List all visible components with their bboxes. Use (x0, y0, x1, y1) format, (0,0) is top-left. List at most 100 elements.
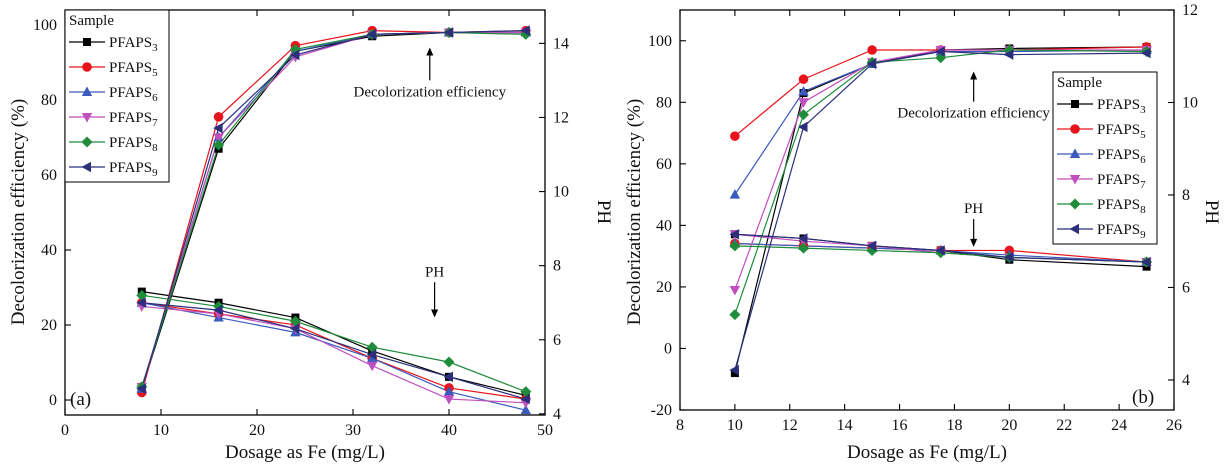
efficiency-point-pfaps8 (213, 139, 225, 151)
x-tick-label: 26 (1166, 417, 1182, 434)
y-axis-right: 4 6 8 10 12 14 (539, 35, 569, 423)
annotation-text: PH (425, 264, 444, 280)
x-tick-label: 50 (537, 422, 553, 439)
annotation-arrowhead (426, 47, 434, 56)
legend-entry: PFAPS8 (109, 135, 158, 154)
ph-point-pfaps8 (289, 315, 301, 327)
y-tick-label: 60 (656, 156, 672, 173)
annotation-arrowhead (970, 71, 978, 80)
legend-marker (82, 62, 92, 72)
legend-entry: PFAPS5 (1097, 122, 1146, 141)
y2-tick-label: 14 (553, 35, 569, 52)
x-axis-title: Dosage as Fe (mg/L) (847, 442, 1007, 463)
efficiency-point-pfaps9 (289, 49, 300, 61)
ph-line-pfaps3 (141, 291, 526, 396)
series-group (729, 42, 1153, 378)
y2-tick-label: 10 (553, 184, 569, 201)
legend-entry: PFAPS3 (1097, 97, 1146, 116)
efficiency-point-pfaps7 (729, 286, 741, 296)
ph-point-pfaps7 (367, 361, 378, 372)
efficiency-point-pfaps9 (1141, 47, 1151, 59)
ph-point-pfaps9 (366, 349, 377, 360)
efficiency-point-pfaps8 (729, 309, 741, 321)
annotation-text: PH (964, 201, 983, 217)
efficiency-point-pfaps7 (798, 98, 809, 108)
efficiency-point-pfaps3 (730, 369, 739, 378)
legend-entry: PFAPS7 (109, 110, 158, 129)
y-tick-label: 20 (41, 317, 57, 334)
annotation-arrowhead (970, 238, 978, 247)
efficiency-point-pfaps5 (867, 45, 877, 55)
y-tick-label: -20 (651, 402, 672, 419)
efficiency-point-pfaps5 (798, 74, 809, 85)
efficiency-point-pfaps9 (520, 25, 530, 36)
x-tick-label: 20 (249, 422, 265, 439)
ph-line-pfaps6 (141, 302, 526, 411)
x-tick-label: 40 (441, 422, 457, 439)
x-tick-label: 18 (946, 417, 962, 434)
x-tick-label: 8 (676, 417, 684, 434)
x-axis-title: Dosage as Fe (mg/L) (225, 442, 385, 463)
y2-tick-label: 8 (1182, 187, 1190, 204)
y-tick-label: 100 (648, 33, 672, 50)
ph-line-pfaps5 (141, 302, 526, 400)
ph-point-pfaps9 (1003, 252, 1014, 263)
efficiency-point-pfaps9 (866, 58, 877, 70)
efficiency-line-pfaps9 (734, 50, 1147, 371)
efficiency-point-pfaps9 (1003, 49, 1014, 60)
legend-marker (1069, 198, 1081, 210)
chart-panel-a: 0 10 20 30 40 50 0 20 40 60 80 100 4 6 8 10 12 14 Dosag… (8, 9, 614, 463)
legend-entry: PFAPS6 (109, 85, 158, 104)
efficiency-point-pfaps8 (798, 109, 809, 121)
legend-marker (81, 136, 93, 148)
legend-entry: PFAPS6 (1097, 147, 1146, 166)
legend-marker (81, 86, 93, 96)
legend-entry: PFAPS8 (1097, 197, 1146, 216)
efficiency-line-pfaps9 (141, 30, 526, 389)
ph-point-pfaps9 (443, 371, 453, 383)
legend-marker (1069, 223, 1079, 235)
y-axis-left: -20 0 20 40 60 80 100 (648, 33, 686, 419)
legend-title: Sample (69, 13, 114, 29)
efficiency-line-pfaps8 (141, 31, 526, 388)
y-tick-label: 100 (33, 17, 57, 34)
y-tick-label: 40 (41, 242, 57, 259)
ph-point-pfaps8 (443, 356, 455, 368)
x-tick-label: 0 (61, 422, 69, 439)
efficiency-point-pfaps6 (798, 86, 809, 96)
legend-marker (1069, 148, 1081, 158)
legend: Sample PFAPS3 PFAPS5 PFAPS6 PFAPS7 PFAPS8 PFAP… (1052, 71, 1158, 245)
ph-line-pfaps7 (141, 305, 526, 404)
y2-tick-label: 4 (553, 406, 561, 423)
plot-frame (64, 9, 546, 416)
annotation-text: Decolorization efficiency (897, 106, 1050, 122)
panel-label: (a) (70, 389, 91, 410)
efficiency-point-pfaps9 (136, 383, 146, 394)
efficiency-point-pfaps9 (798, 121, 808, 133)
ph-point-pfaps9 (798, 233, 808, 244)
x-tick-label: 10 (727, 417, 743, 434)
ph-line-pfaps8 (141, 294, 527, 393)
ph-point-pfaps9 (520, 393, 530, 405)
efficiency-line-pfaps3 (734, 46, 1147, 374)
legend-entry: PFAPS7 (1097, 172, 1146, 191)
efficiency-point-pfaps9 (366, 29, 377, 40)
ph-line-pfaps9 (141, 302, 526, 400)
y2-tick-label: 6 (1182, 279, 1190, 296)
legend: Sample PFAPS3 PFAPS5 PFAPS6 PFAPS7 PFAPS8 PFAP… (64, 9, 170, 183)
efficiency-point-pfaps9 (729, 364, 739, 376)
y-tick-label: 0 (49, 392, 57, 409)
legend-entry: PFAPS9 (1097, 222, 1146, 241)
efficiency-point-pfaps6 (729, 189, 741, 199)
ph-point-pfaps8 (136, 289, 148, 301)
x-tick-label: 10 (153, 422, 169, 439)
y-tick-label: 40 (656, 217, 672, 234)
legend-entry: PFAPS3 (109, 35, 158, 54)
ph-point-pfaps9 (289, 323, 300, 334)
ph-point-pfaps8 (520, 386, 532, 398)
x-axis: 8 10 12 14 16 18 20 22 24 26 (676, 10, 1182, 434)
y2-axis-title: PH (593, 200, 614, 225)
efficiency-point-pfaps5 (213, 112, 224, 122)
x-axis: 0 10 20 30 40 50 (61, 10, 553, 439)
legend-marker (81, 161, 91, 173)
